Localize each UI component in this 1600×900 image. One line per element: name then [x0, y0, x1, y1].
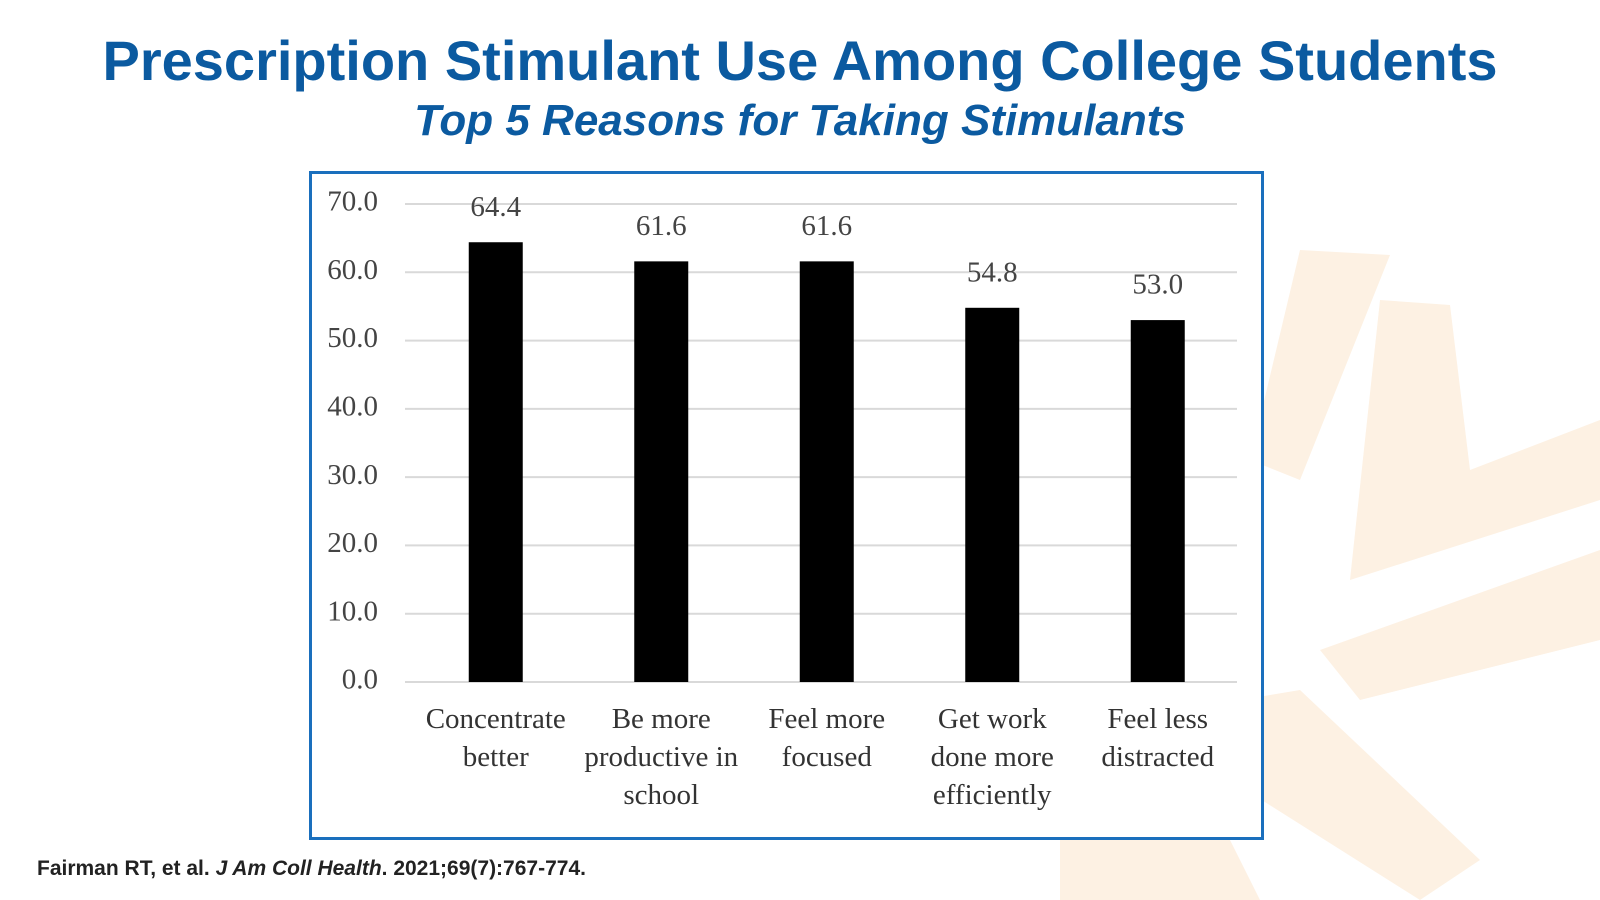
y-tick-label: 50.0 — [327, 322, 378, 354]
x-tick-label: Feel less distracted — [1101, 703, 1215, 773]
slide-subtitle: Top 5 Reasons for Taking Stimulants — [414, 96, 1186, 145]
data-label: 61.6 — [801, 210, 852, 242]
y-tick-label: 40.0 — [327, 391, 378, 423]
citation: Fairman RT, et al. J Am Coll Health. 202… — [37, 857, 586, 881]
y-tick-label: 10.0 — [327, 595, 378, 627]
bar — [1130, 320, 1185, 682]
data-label: 61.6 — [636, 210, 687, 242]
bar — [634, 261, 689, 682]
chart-frame: 0.0 10.0 20.0 30.0 40.0 50.0 60.0 70.0 64.4 61.6 6… — [309, 171, 1264, 840]
y-tick-label: 70.0 — [327, 186, 378, 218]
data-label: 54.8 — [967, 256, 1018, 288]
x-tick-label: Get work done more efficiently — [930, 703, 1054, 811]
slide-title: Prescription Stimulant Use Among College… — [102, 29, 1498, 92]
data-label: 53.0 — [1132, 269, 1183, 301]
y-tick-label: 0.0 — [342, 664, 378, 696]
x-tick-label: Be more productive in school — [584, 703, 739, 811]
citation-journal: J Am Coll Health — [215, 857, 382, 880]
citation-authors: Fairman RT, et al. — [37, 857, 216, 880]
y-tick-label: 20.0 — [327, 527, 378, 559]
y-tick-label: 30.0 — [327, 459, 378, 491]
bar — [799, 261, 854, 682]
chart: 0.0 10.0 20.0 30.0 40.0 50.0 60.0 70.0 64.4 61.6 6… — [327, 186, 1237, 696]
bar — [468, 242, 523, 682]
x-tick-label: Feel more focused — [768, 703, 886, 773]
citation-details: . 2021;69(7):767-774. — [381, 857, 586, 880]
data-label: 64.4 — [470, 191, 521, 223]
x-tick-label: Concentrate better — [425, 703, 566, 773]
y-tick-label: 60.0 — [327, 254, 378, 286]
bar — [965, 307, 1020, 682]
